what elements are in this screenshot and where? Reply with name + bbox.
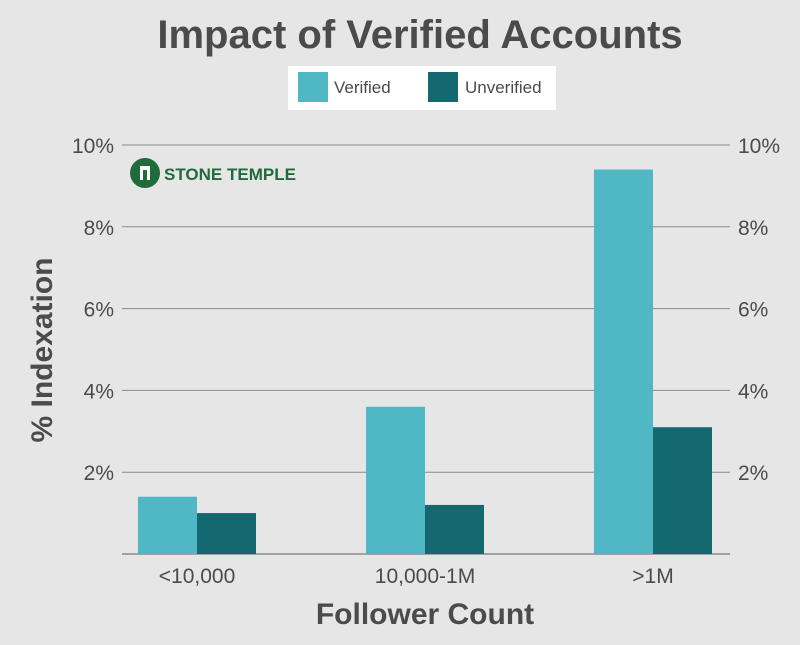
logo-text: STONE TEMPLE bbox=[164, 165, 296, 184]
y-tick-label-right: 8% bbox=[738, 217, 768, 240]
legend-label-unverified: Unverified bbox=[465, 78, 542, 97]
y-tick-label-right: 4% bbox=[738, 380, 768, 403]
y-tick-label-left: 8% bbox=[84, 217, 114, 240]
chart-title: Impact of Verified Accounts bbox=[157, 13, 682, 57]
y-tick-label-left: 2% bbox=[84, 462, 114, 485]
y-tick-label-right: 10% bbox=[738, 135, 780, 158]
legend-box bbox=[288, 66, 556, 110]
legend-label-verified: Verified bbox=[334, 78, 391, 97]
legend-swatch-unverified bbox=[428, 72, 458, 102]
bar-verified-0 bbox=[138, 496, 197, 554]
bar-verified-1 bbox=[366, 406, 425, 554]
y-tick-labels: 2% 2% 4% 4% 6% 6% 8% 8% 10% 10% bbox=[72, 135, 780, 485]
x-tick-label: <10,000 bbox=[159, 565, 236, 588]
bar-verified-2 bbox=[594, 169, 653, 555]
legend-swatch-verified bbox=[298, 72, 328, 102]
y-tick-label-right: 6% bbox=[738, 299, 768, 322]
bars bbox=[138, 169, 712, 555]
legend: Verified Unverified bbox=[288, 66, 556, 110]
temple-door-opening bbox=[143, 170, 147, 180]
bar-unverified-2 bbox=[653, 427, 712, 554]
y-axis-title: % Indexation bbox=[26, 257, 59, 442]
bar-unverified-1 bbox=[425, 504, 484, 554]
y-tick-label-left: 4% bbox=[84, 380, 114, 403]
y-tick-label-left: 10% bbox=[72, 135, 114, 158]
y-tick-label-right: 2% bbox=[738, 462, 768, 485]
x-tick-label: >1M bbox=[632, 565, 673, 588]
stone-temple-logo: STONE TEMPLE bbox=[130, 158, 296, 188]
x-tick-labels: <10,000 10,000-1M >1M bbox=[159, 565, 674, 588]
x-tick-label: 10,000-1M bbox=[375, 565, 475, 588]
bar-unverified-0 bbox=[197, 513, 256, 554]
y-tick-label-left: 6% bbox=[84, 299, 114, 322]
x-axis-title: Follower Count bbox=[316, 598, 534, 631]
